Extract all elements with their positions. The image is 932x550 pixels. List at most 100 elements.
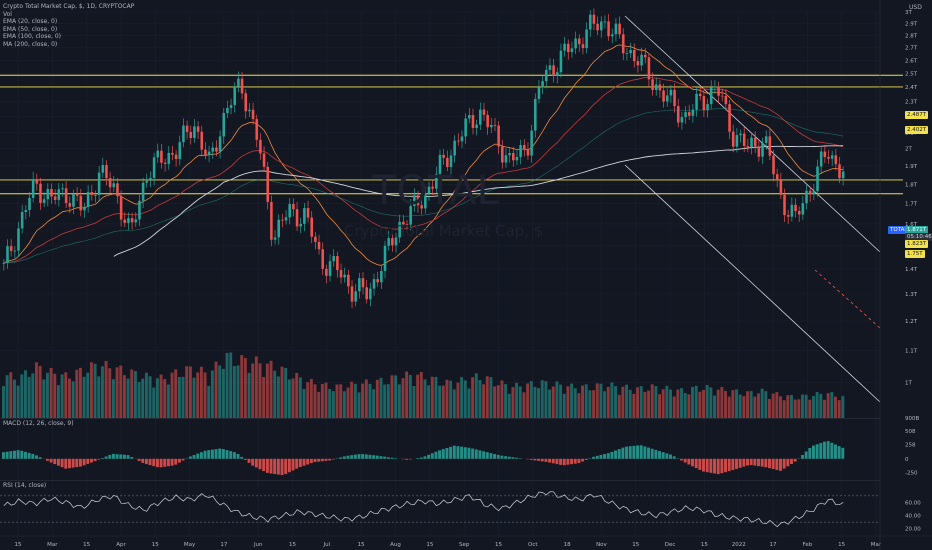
candle-body [519, 145, 522, 157]
candle-body [490, 124, 493, 128]
time-tick-label: Mar [871, 542, 882, 548]
candle-body [376, 279, 379, 283]
price-tick-label: 1.7T [905, 202, 918, 208]
legend-title[interactable]: Crypto Total Market Cap, $, 1D, CRYPTOCA… [3, 3, 135, 10]
legend-item-ema50[interactable]: EMA (50, close, 0) [3, 25, 58, 33]
candle-body [512, 153, 515, 161]
macd-bar [537, 458, 541, 461]
candle-body [599, 21, 603, 31]
legend-item-ema20[interactable]: EMA (20, close, 0) [3, 18, 58, 26]
candle-body [138, 200, 141, 220]
volume-bar [716, 389, 720, 418]
macd-bar [148, 458, 152, 466]
channel-lower-line [624, 164, 881, 403]
macd-bar [452, 445, 456, 459]
volume-bar [372, 389, 376, 418]
candle-body [662, 90, 665, 102]
candle-body [156, 150, 160, 158]
candle-body [691, 109, 695, 116]
volume-bar [790, 395, 793, 418]
macd-bar [548, 458, 552, 463]
macd-bar [760, 458, 764, 467]
candle-body [728, 104, 731, 132]
macd-bar [636, 445, 640, 459]
candle-body [636, 61, 640, 66]
macd-bar [218, 448, 222, 459]
macd-label[interactable]: MACD (12, 26, close, 9) [3, 420, 74, 427]
candle-body [427, 186, 431, 194]
macd-bar [331, 458, 335, 460]
legend-item-ma200[interactable]: MA (200, close, 0) [3, 40, 58, 48]
macd-bar [265, 458, 269, 473]
candle-body [416, 195, 420, 206]
macd-bar [302, 458, 306, 466]
volume-bar [247, 372, 251, 418]
candle-body [475, 124, 478, 128]
candle-body [504, 155, 508, 163]
time-tick-label: Sep [459, 542, 470, 548]
candle-body [354, 291, 357, 302]
candle-body [783, 194, 786, 216]
candle-body [273, 237, 277, 240]
chart-legend[interactable]: Crypto Total Market Cap, $, 1D, CRYPTOCA… [3, 3, 134, 49]
price-tick-label: 2.7T [905, 46, 918, 52]
candle-body [251, 109, 255, 120]
volume-bar [27, 376, 31, 418]
candle-body [647, 57, 651, 80]
candle-body [424, 193, 427, 209]
volume-bar [159, 374, 163, 418]
candle-body [530, 130, 533, 156]
legend-item-ema100[interactable]: EMA (100, close, 0) [3, 33, 62, 41]
volume-bar [738, 394, 742, 418]
symbol-watermark-subtitle: Crypto Total Market Cap, $ [344, 222, 544, 240]
macd-bar [306, 458, 310, 465]
macd-bar [34, 455, 38, 459]
volume-bar [639, 386, 643, 418]
macd-bar [295, 458, 299, 469]
candle-body [819, 151, 823, 167]
macd-bar [243, 458, 247, 460]
support-badge-1: 1.823T [905, 240, 929, 248]
volume-bar [614, 386, 618, 418]
volume-bar [148, 376, 152, 418]
macd-bar [317, 458, 321, 462]
candle-body [651, 79, 654, 90]
volume-bar [12, 379, 16, 418]
candle-body [361, 278, 365, 288]
candle-body [358, 278, 361, 292]
volume-bar [309, 378, 313, 418]
volume-bar [416, 374, 420, 418]
macd-bar [170, 458, 174, 466]
macd-bar [771, 458, 775, 470]
volume-bar [405, 371, 409, 418]
candle-body [112, 183, 116, 188]
resistance-badge-2: 2.402T [905, 126, 929, 134]
candle-body [592, 14, 596, 24]
legend-item-volume[interactable]: Vol [3, 10, 12, 18]
candle-body [13, 250, 17, 252]
candle-body [698, 93, 702, 97]
macd-bar [390, 457, 394, 459]
volume-bar [361, 383, 365, 418]
macd-bar [137, 458, 141, 461]
candle-body [237, 78, 240, 87]
macd-bar [273, 458, 277, 475]
volume-bar [214, 361, 218, 418]
macd-bar [324, 458, 328, 461]
volume-bar [346, 387, 350, 418]
price-tick-label: 1.4T [905, 267, 918, 273]
macd-bar [643, 446, 647, 459]
macd-bar [727, 458, 731, 472]
time-tick-label: May [184, 542, 196, 548]
candle-body [310, 217, 313, 237]
macd-bar [269, 458, 273, 474]
candle-body [720, 95, 724, 97]
macd-bar [489, 453, 493, 459]
candle-body [325, 268, 328, 276]
macd-bar [207, 450, 211, 459]
candle-body [581, 44, 585, 49]
macd-bar [320, 458, 324, 462]
rsi-label[interactable]: RSI (14, close) [3, 482, 47, 489]
volume-bar [122, 375, 126, 418]
